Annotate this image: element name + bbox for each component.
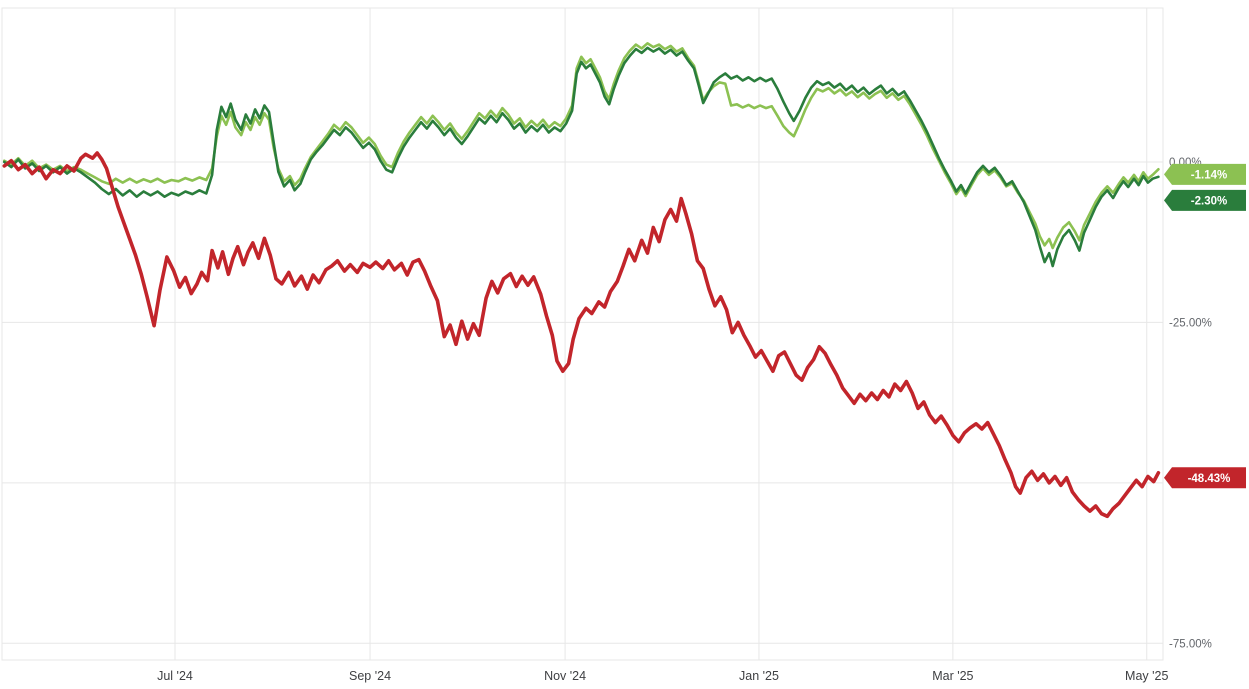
series-light-green-line — [3, 41, 1160, 250]
series-light-green-badge-shape — [1164, 163, 1246, 185]
series-dark-green-badge-label: -2.30% — [1191, 195, 1227, 207]
series-light-green-end-badge: -1.14% — [1164, 163, 1246, 185]
series-light-green-badge-label: -1.14% — [1191, 169, 1227, 181]
x-axis-label: Mar '25 — [932, 669, 973, 683]
x-axis-label: Nov '24 — [544, 669, 586, 683]
y-axis-label: -75.00% — [1169, 638, 1212, 650]
series-red-end-badge: -48.43% — [1164, 467, 1246, 489]
x-axis-label: Jul '24 — [157, 669, 193, 683]
series-red-badge-label: -48.43% — [1188, 473, 1231, 485]
series-dark-green-end-badge: -2.30% — [1164, 189, 1246, 211]
x-axis-label: May '25 — [1125, 669, 1168, 683]
series-dark-green-badge-shape — [1164, 189, 1246, 211]
series-red-badge-shape — [1164, 467, 1246, 489]
series-red-line — [2, 151, 1161, 519]
series-dark-green-line — [3, 46, 1160, 268]
y-axis-label: -25.00% — [1169, 317, 1212, 329]
x-axis-label: Sep '24 — [349, 669, 391, 683]
x-axis-label: Jan '25 — [739, 669, 779, 683]
plot-border — [1, 7, 1164, 661]
